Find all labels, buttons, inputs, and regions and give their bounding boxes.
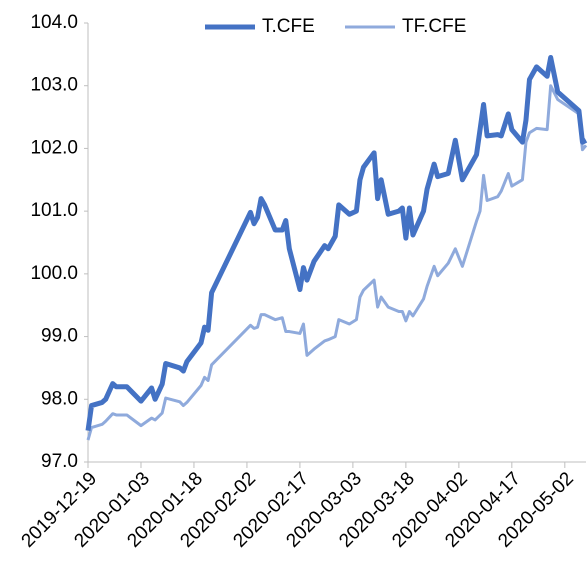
legend-label: T.CFE: [262, 16, 315, 37]
y-tick-label: 100.0: [30, 263, 78, 284]
series-line: [86, 84, 588, 441]
y-tick-label: 99.0: [41, 326, 78, 347]
legend-label: TF.CFE: [402, 16, 466, 37]
series-line: [85, 54, 588, 431]
y-tick-label: 101.0: [30, 200, 78, 221]
y-tick-label: 102.0: [30, 137, 78, 158]
y-tick-label: 103.0: [30, 75, 78, 96]
y-tick-label: 104.0: [30, 12, 78, 33]
y-tick-label: 98.0: [41, 388, 78, 409]
y-tick-label: 97.0: [41, 451, 78, 472]
